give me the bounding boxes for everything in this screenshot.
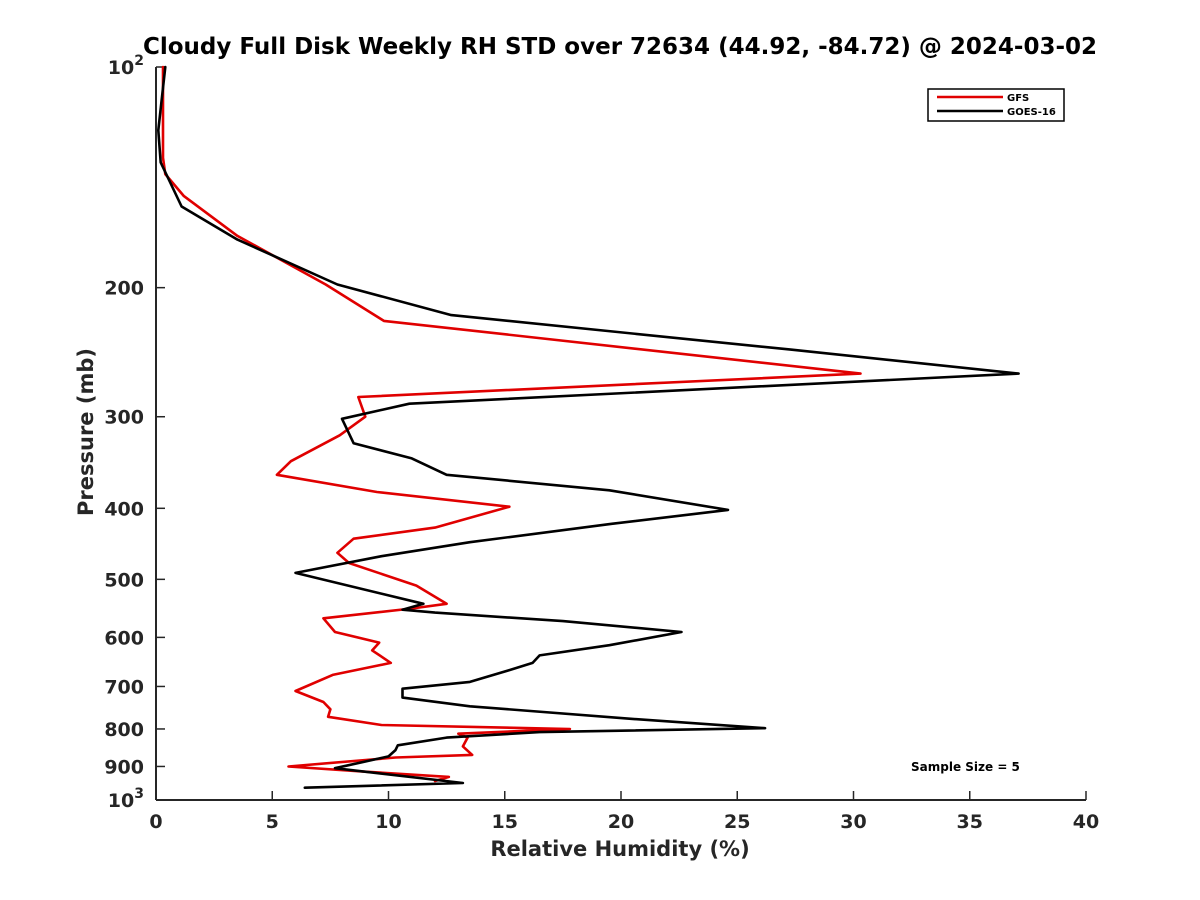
y-tick-label: 800 <box>104 719 144 741</box>
legend-label-gfs: GFS <box>1007 93 1029 104</box>
x-tick-label: 5 <box>266 811 279 833</box>
y-tick-label: 102 <box>108 53 144 79</box>
x-axis-ticks: 0 5 10 15 20 25 30 35 40 <box>149 791 1099 833</box>
series-line-goes16 <box>157 65 1020 790</box>
x-tick-label: 40 <box>1073 811 1099 833</box>
x-tick-label: 35 <box>957 811 983 833</box>
series-lines <box>157 65 1020 790</box>
x-tick-label: 20 <box>608 811 634 833</box>
x-tick-label: 15 <box>492 811 518 833</box>
x-tick-label: 10 <box>375 811 401 833</box>
chart-title: Cloudy Full Disk Weekly RH STD over 7263… <box>143 34 1097 60</box>
y-tick-label: 300 <box>104 407 144 429</box>
x-tick-label: 25 <box>724 811 750 833</box>
legend-box <box>927 88 1065 122</box>
legend: GFS GOES-16 <box>927 88 1065 122</box>
y-axis-label: Pressure (mb) <box>74 348 98 516</box>
sample-size-annotation: Sample Size = 5 <box>911 760 1020 774</box>
y-tick-label: 500 <box>104 569 144 591</box>
y-tick-exponent: 2 <box>134 53 144 69</box>
y-tick-label: 400 <box>104 498 144 520</box>
y-tick-label: 600 <box>104 627 144 649</box>
legend-label-goes16: GOES-16 <box>1007 107 1056 118</box>
x-tick-label: 0 <box>149 811 162 833</box>
x-tick-label: 30 <box>840 811 866 833</box>
y-tick-label: 200 <box>104 278 144 300</box>
y-tick-base: 10 <box>108 790 134 812</box>
x-axis-label: Relative Humidity (%) <box>490 837 749 861</box>
y-tick-base: 10 <box>108 57 134 79</box>
y-tick-label: 103 <box>108 786 144 812</box>
y-tick-label: 700 <box>104 676 144 698</box>
y-tick-exponent: 3 <box>134 786 144 802</box>
y-tick-label: 900 <box>104 756 144 778</box>
